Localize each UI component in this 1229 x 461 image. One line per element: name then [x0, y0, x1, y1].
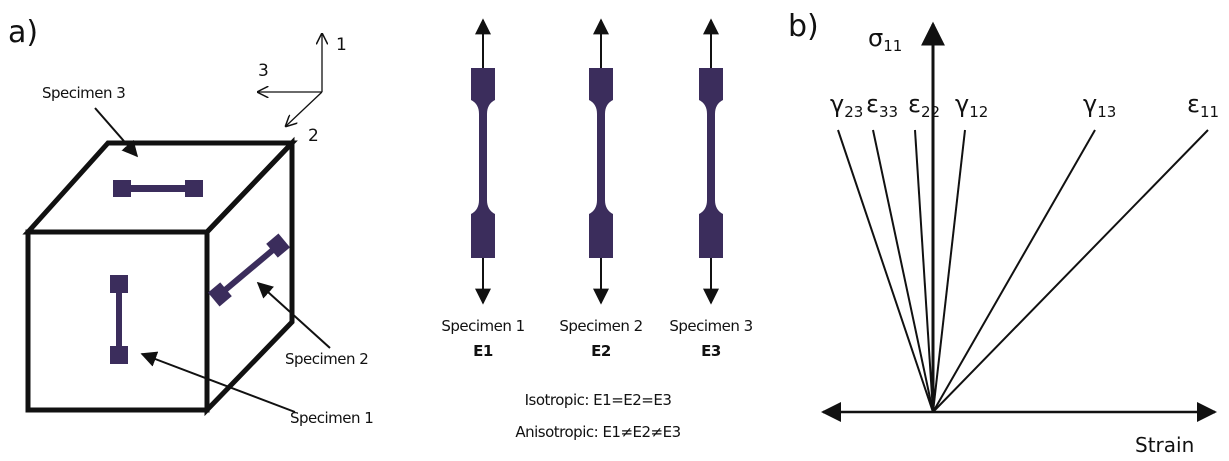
relation: Anisotropic: E1≠E2≠E3	[515, 423, 680, 441]
cube-side	[207, 143, 292, 410]
strain-line	[838, 130, 933, 412]
specimen-side	[208, 234, 290, 307]
symbol: γ	[1083, 90, 1097, 118]
specimen: Specimen 1 E1	[441, 20, 524, 360]
specimen-callout: Specimen 3	[42, 84, 125, 102]
strain-line	[933, 130, 965, 412]
axis-label: 1	[336, 35, 347, 55]
specimen: Specimen 2 E2	[559, 20, 642, 360]
panel-label: b)	[788, 9, 819, 44]
modulus-label: E1	[473, 342, 493, 360]
specimen: Specimen 3 E3	[669, 20, 752, 360]
symbol: γ	[830, 90, 844, 118]
subscript: 22	[921, 103, 940, 121]
specimen-shape	[699, 68, 723, 258]
symbol: ε	[866, 90, 879, 118]
subscript: 11	[1200, 103, 1219, 121]
symbol: ε	[908, 90, 921, 118]
subscript: 12	[969, 103, 988, 121]
pointer-arrow	[142, 354, 295, 412]
specimen-name: Specimen 1	[441, 317, 524, 335]
x-axis-label: Strain	[1135, 433, 1194, 457]
subscript: 33	[879, 103, 898, 121]
symbol: γ	[955, 90, 969, 118]
axis-label: 3	[258, 61, 269, 81]
axis-arrow	[286, 92, 322, 126]
specimen-shape	[589, 68, 613, 258]
specimen-callout: Specimen 1	[290, 409, 373, 427]
strain-label: γ23	[830, 90, 863, 121]
specimen-row: Specimen 1 E1 Specimen 2 E2 Specimen 3 E3	[441, 20, 752, 360]
specimen-front	[110, 275, 128, 364]
specimen-name: Specimen 2	[559, 317, 642, 335]
strain-label: ε11	[1187, 90, 1219, 121]
strain-label: γ12	[955, 90, 988, 121]
modulus-label: E2	[591, 342, 611, 360]
figure: a) 1 2 3 Specimen 3 Specimen 2 Specimen …	[0, 0, 1229, 461]
modulus-label: E3	[701, 342, 721, 360]
strain-label: ε22	[908, 90, 940, 121]
specimen-top	[113, 180, 203, 197]
specimen-shape	[471, 68, 495, 258]
cube	[28, 143, 292, 410]
panel-label: a)	[8, 15, 38, 50]
strain-label: ε33	[866, 90, 898, 121]
subscript: 23	[844, 103, 863, 121]
strain-label: γ13	[1083, 90, 1116, 121]
y-axis-label: σ11	[868, 24, 902, 55]
relation: Isotropic: E1=E2=E3	[525, 391, 672, 409]
axes-triad: 1 2 3	[258, 34, 347, 146]
specimen-callout: Specimen 2	[285, 350, 368, 368]
subscript: 13	[1097, 103, 1116, 121]
specimen-name: Specimen 3	[669, 317, 752, 335]
symbol: ε	[1187, 90, 1200, 118]
axis-label: 2	[308, 126, 319, 146]
